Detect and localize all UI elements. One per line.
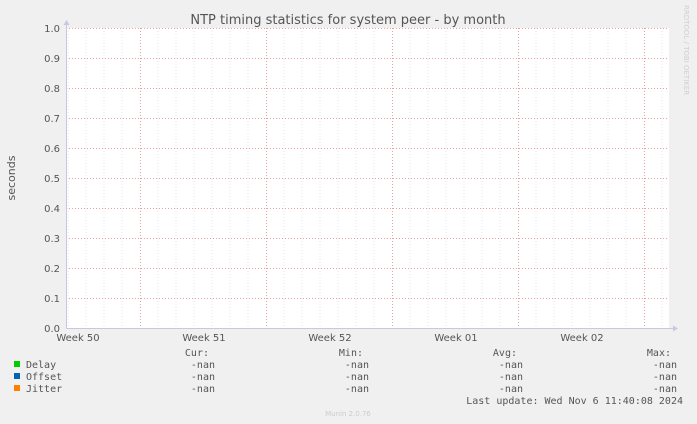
legend-header-max: Max: [647,348,671,359]
legend-value-avg: -nan [499,384,523,395]
x-tick-label: Week 50 [56,333,99,344]
legend-header-min: Min: [339,348,363,359]
legend-value-cur: -nan [191,372,215,383]
y-axis-arrow [63,20,70,25]
legend-swatch [14,385,20,391]
legend-value-max: -nan [653,372,677,383]
y-tick-label: 0.7 [44,114,60,125]
y-tick-label: 0.6 [44,144,60,155]
legend-value-cur: -nan [191,360,215,371]
y-tick-label: 0.9 [44,54,60,65]
legend-value-max: -nan [653,384,677,395]
x-axis-arrow [673,325,678,332]
minor-grid-x [67,28,663,328]
legend-label: Offset [26,372,62,383]
x-tick-label: Week 51 [182,333,225,344]
legend-label: Delay [26,360,56,371]
y-tick-label: 0.3 [44,234,60,245]
y-tick-label: 1.0 [44,24,60,35]
plot-area [66,28,669,328]
legend-value-avg: -nan [499,360,523,371]
x-tick-labels: Week 50 Week 51 Week 52 Week 01 Week 02 [56,333,603,344]
y-tick-label: 0.2 [44,264,60,275]
legend-value-max: -nan [653,360,677,371]
y-axis-label: seconds [5,155,18,200]
side-label: RRDTOOL / TOBI OETIKER [682,5,690,95]
y-tick-label: 0.0 [44,324,60,335]
x-tick-label: Week 52 [308,333,351,344]
chart-title: NTP timing statistics for system peer - … [190,13,505,28]
legend-swatch [14,361,20,367]
legend-value-min: -nan [345,360,369,371]
y-tick-labels: 0.0 0.1 0.2 0.3 0.4 0.5 0.6 0.7 0.8 0.9 1.0 [44,24,60,335]
major-grid-x [140,28,645,328]
legend-header-cur: Cur: [185,348,209,359]
y-tick-label: 0.5 [44,174,60,185]
last-update: Last update: Wed Nov 6 11:40:08 2024 [466,396,683,407]
axes [63,20,678,332]
legend: Cur: Min: Avg: Max: Delay -nan -nan -nan -na… [14,348,677,395]
legend-value-min: -nan [345,384,369,395]
x-tick-label: Week 01 [434,333,477,344]
y-tick-label: 0.1 [44,294,60,305]
footer-version: Munin 2.0.76 [325,410,371,418]
y-tick-label: 0.8 [44,84,60,95]
y-tick-label: 0.4 [44,204,60,215]
legend-value-avg: -nan [499,372,523,383]
legend-header-avg: Avg: [493,348,517,359]
x-tick-label: Week 02 [560,333,603,344]
legend-value-cur: -nan [191,384,215,395]
legend-label: Jitter [26,384,62,395]
legend-swatch [14,373,20,379]
legend-value-min: -nan [345,372,369,383]
